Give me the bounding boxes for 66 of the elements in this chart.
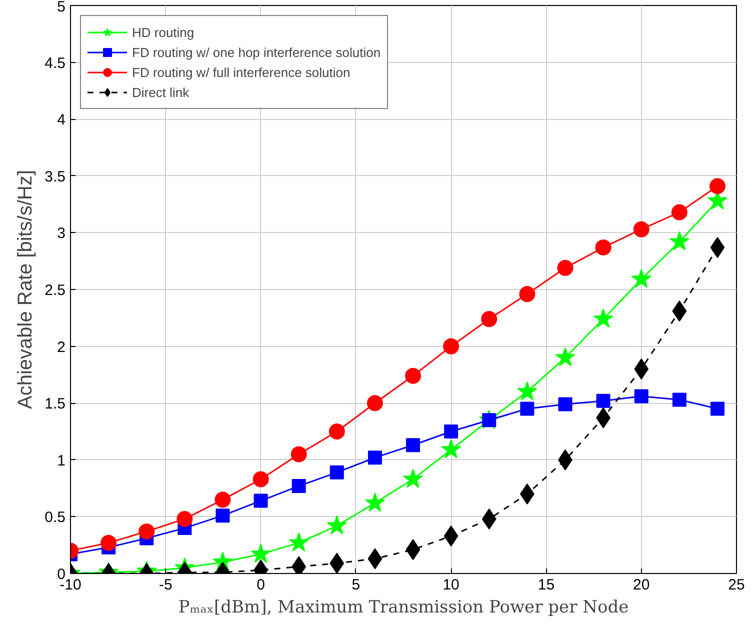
- y-tick-label: 1: [57, 452, 66, 470]
- point: [441, 439, 462, 458]
- point: [138, 523, 155, 540]
- y-tick-label: 4.5: [44, 54, 66, 72]
- point: [366, 395, 383, 412]
- y-tick-label: 0.5: [44, 509, 66, 526]
- x-tick-label: 5: [352, 576, 360, 594]
- point: [520, 402, 534, 416]
- x-tick-label: 15: [538, 576, 555, 594]
- point: [593, 308, 614, 328]
- x-tick-label: 10: [442, 576, 460, 594]
- point: [443, 338, 460, 354]
- point: [100, 534, 117, 551]
- legend-label: FD routing w/ full interference solution: [132, 64, 350, 80]
- point: [595, 239, 612, 256]
- point: [214, 492, 231, 508]
- y-tick-label: 2.5: [44, 282, 66, 299]
- point: [405, 368, 422, 384]
- point: [633, 221, 650, 238]
- point: [558, 397, 572, 412]
- point: [216, 508, 230, 523]
- x-axis-title: Pₘₐₓ[dBm], Maximum Transmission Power per Node: [178, 598, 629, 618]
- point: [403, 468, 424, 488]
- y-tick-label: 5: [57, 0, 66, 16]
- x-tick-label: 0: [256, 576, 265, 594]
- point: [176, 510, 193, 527]
- y-tick-label: 1.5: [44, 396, 66, 413]
- y-tick-label: 0: [57, 566, 66, 583]
- point: [444, 424, 458, 438]
- point: [481, 311, 498, 328]
- point: [254, 494, 268, 508]
- point: [557, 260, 574, 276]
- point: [406, 438, 420, 452]
- point: [555, 347, 576, 366]
- point: [368, 450, 382, 465]
- legend-label: Direct link: [132, 84, 190, 100]
- point: [671, 204, 688, 220]
- point: [669, 231, 690, 250]
- point: [288, 532, 309, 552]
- point: [634, 389, 648, 404]
- point: [364, 492, 385, 512]
- point: [710, 402, 724, 416]
- point: [672, 392, 686, 407]
- point: [252, 471, 269, 488]
- legend-label: HD routing: [132, 24, 194, 40]
- y-tick-label: 4: [57, 112, 66, 129]
- x-tick-label: 20: [633, 576, 650, 594]
- point: [292, 479, 306, 494]
- point: [631, 268, 652, 288]
- y-axis-title: Achievable Rate [bits/s/Hz]: [14, 170, 37, 409]
- y-tick-label: 3.5: [44, 168, 66, 186]
- point: [519, 286, 536, 302]
- y-tick-label: 3: [57, 225, 66, 242]
- point: [330, 465, 344, 480]
- y-tick-label: 2: [57, 338, 66, 356]
- x-tick-label: 25: [728, 576, 745, 594]
- point: [596, 394, 610, 408]
- point: [328, 424, 345, 440]
- point: [517, 381, 538, 400]
- legend-label: FD routing w/ one hop interference solution: [132, 44, 381, 60]
- point: [250, 544, 271, 563]
- point: [330, 552, 344, 574]
- point: [326, 515, 347, 534]
- point: [709, 178, 726, 194]
- point: [290, 446, 307, 462]
- x-tick-label: -5: [158, 576, 172, 594]
